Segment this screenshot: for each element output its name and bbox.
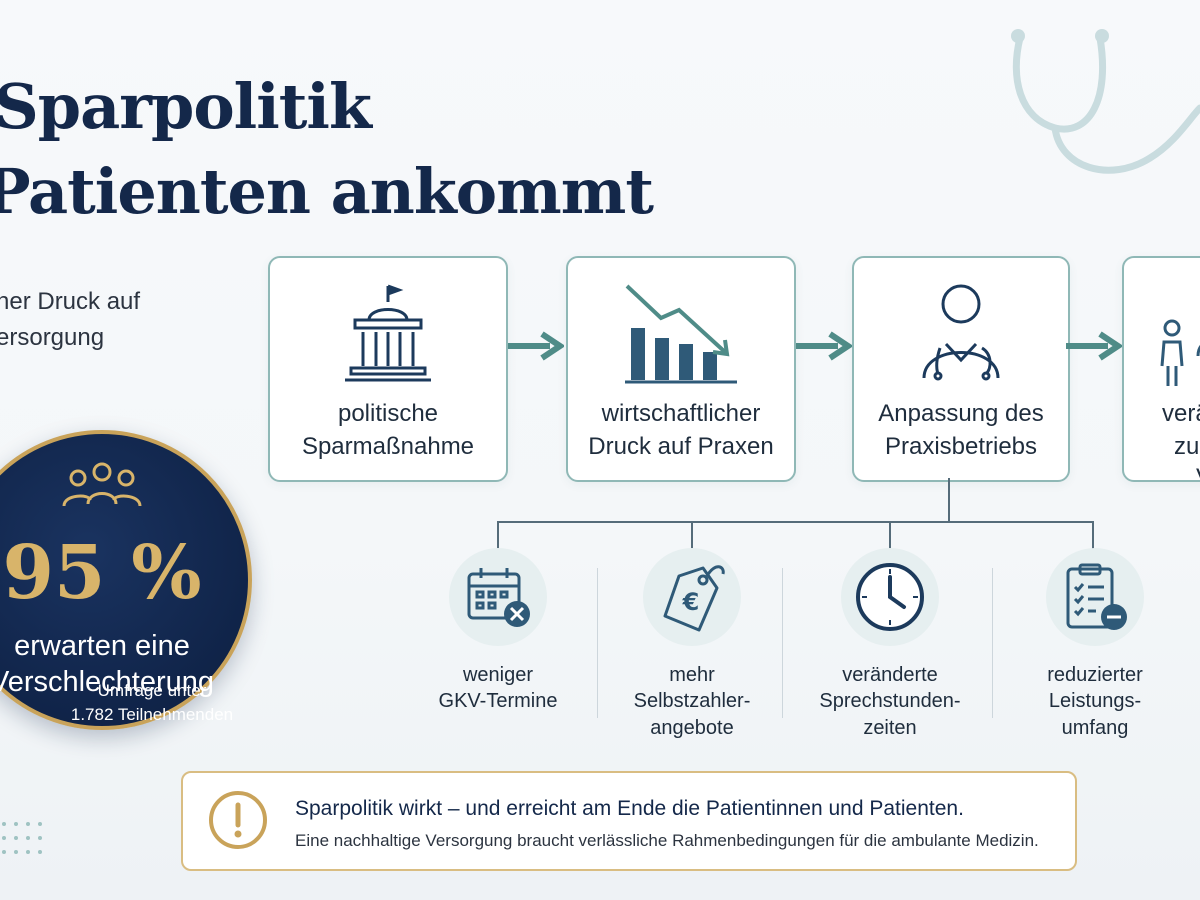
doctor-icon [922, 284, 1000, 381]
stat-note-line-1: Umfrage unter [97, 681, 207, 700]
branch-connector [497, 521, 499, 549]
flow-step-4-line-1: verän [1162, 400, 1200, 427]
subtitle-line-2: ersorgung [0, 324, 105, 351]
branch-connector [497, 521, 1093, 523]
flow-step-1-line-1: politische [337, 400, 439, 427]
flow-step-2-line-1: wirtschaftlicher [601, 400, 761, 427]
patients-icon [1160, 319, 1200, 386]
consequence-3-line-2: Sprechstunden- [819, 690, 961, 712]
flow-step-3-line-1: Anpassung des [878, 400, 1044, 427]
arrow-right-icon [796, 331, 852, 361]
flow-step-4: verän zu V [1122, 256, 1200, 491]
branch-connector [889, 521, 891, 549]
flow-step-3: Anpassung des Praxisbetriebs [852, 256, 1070, 482]
branch-connector [1092, 521, 1094, 549]
branch-connector [948, 478, 950, 522]
divider [992, 568, 993, 718]
consequence-1-line-2: GKV-Termine [438, 690, 558, 712]
svg-text:€: € [682, 588, 700, 616]
divider [782, 568, 783, 718]
calendar-cancel-icon [467, 568, 530, 627]
stat-label-line-2: Verschlechterung [0, 666, 215, 698]
euro-price-tag-icon: € [663, 565, 725, 632]
callout-headline: Sparpolitik wirkt – und erreicht am Ende… [295, 797, 964, 820]
consequence-4-line-2: Leistungs- [1048, 690, 1142, 712]
arrow-right-icon [508, 331, 564, 361]
dot-pattern-decoration [2, 822, 42, 854]
flow-step-2-line-2: Druck auf Praxen [588, 433, 774, 460]
people-group-icon [62, 462, 142, 507]
consequence-2-line-2: Selbstzahler- [633, 690, 751, 712]
flow-step-3-line-2: Praxisbetriebs [884, 433, 1038, 460]
declining-chart-icon [625, 284, 737, 384]
callout-box: Sparpolitik wirkt – und erreicht am Ende… [181, 771, 1077, 871]
flow-step-1: politische Sparmaßnahme [268, 256, 508, 482]
consequence-4-line-3: umfang [1061, 717, 1129, 739]
arrow-right-icon [1066, 331, 1122, 361]
consequence-3-line-1: veränderte [842, 664, 938, 686]
consequence-3-line-3: zeiten [863, 717, 917, 739]
stat-circle: 95 % erwarten eine Verschlechterung [0, 430, 252, 730]
clipboard-minus-icon [1066, 563, 1127, 630]
title-line-2: Patienten ankommt [0, 155, 654, 228]
stat-value: 95 % [2, 530, 202, 616]
consequence-4-line-1: reduzierter [1047, 664, 1143, 686]
flow-step-2: wirtschaftlicher Druck auf Praxen [566, 256, 796, 482]
title-line-1: Sparpolitik [0, 70, 372, 143]
consequence-2-line-1: mehr [669, 664, 715, 686]
stat-label-line-1: erwarten eine [14, 630, 190, 662]
consequence-2-line-3: angebote [650, 717, 734, 739]
stethoscope-icon [1011, 29, 1200, 174]
flow-step-4-line-2: zu [1174, 433, 1200, 460]
divider [597, 568, 598, 718]
government-building-icon [345, 284, 431, 382]
branch-connector [691, 521, 693, 549]
flow-step-1-line-2: Sparmaßnahme [301, 433, 475, 460]
subtitle-line-1: her Druck auf [0, 288, 141, 315]
exclamation-icon [209, 791, 267, 849]
flow-step-4-line-3: V [1196, 464, 1200, 492]
consequence-1-line-1: weniger [462, 664, 534, 686]
callout-text: Eine nachhaltige Versorgung braucht verl… [295, 831, 1039, 850]
clock-icon [856, 563, 924, 631]
stat-note-line-2: 1.782 Teilnehmenden [70, 705, 234, 724]
